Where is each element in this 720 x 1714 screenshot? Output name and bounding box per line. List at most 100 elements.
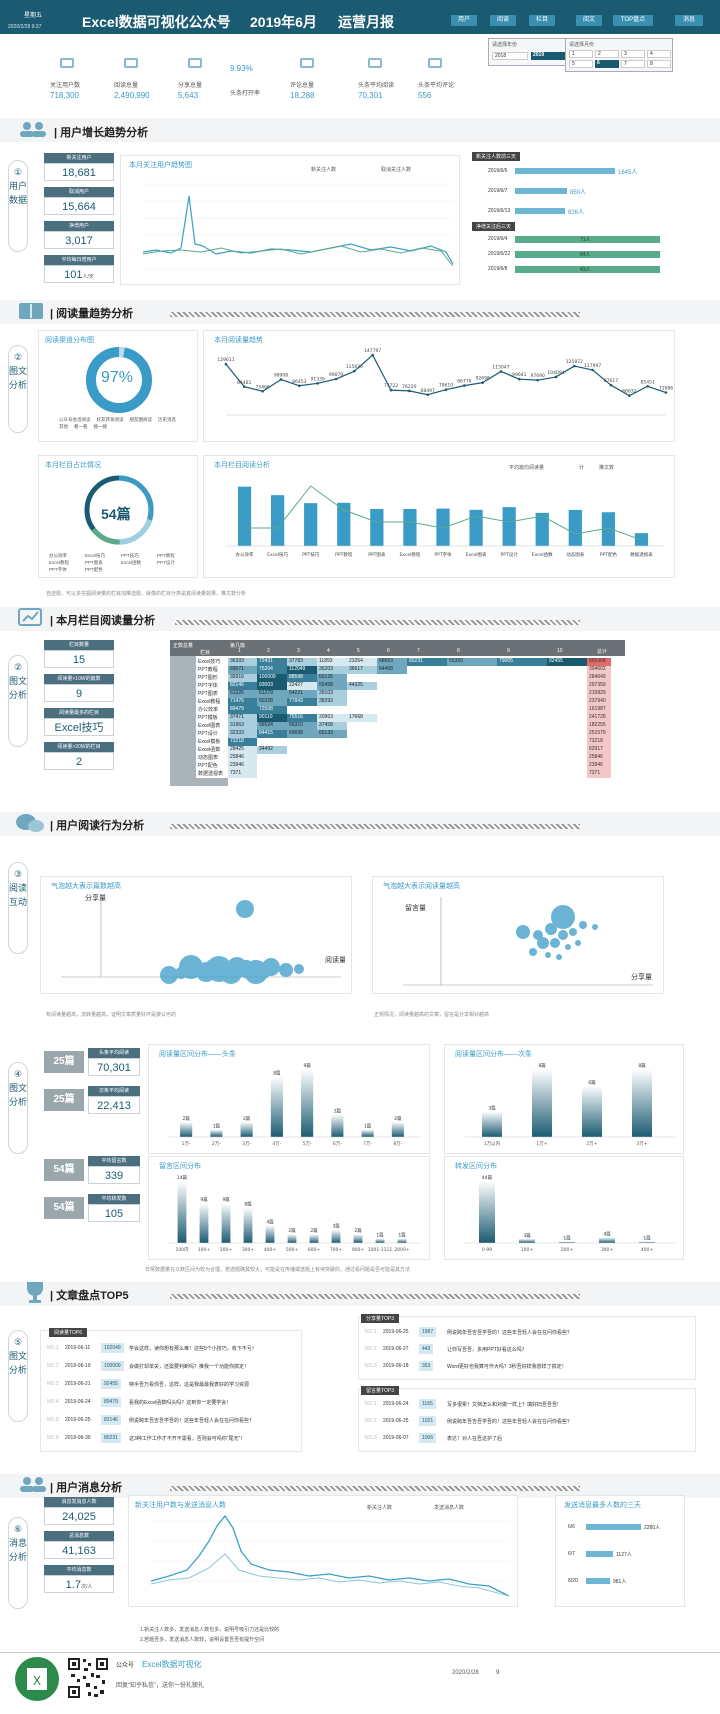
nav-top-button[interactable]: TOP盘点 (613, 15, 653, 26)
book-icon (124, 58, 138, 68)
summary-label: 关注用户数 (50, 83, 81, 89)
column-bar (502, 507, 516, 546)
legend-new-followers: 新关注人数 (311, 167, 337, 173)
month-slicer[interactable]: 请选择月份 1 2 3 4 5 6 7 8 (565, 38, 673, 72)
matrix-side (170, 656, 196, 778)
reading-trend-label: 86776 (457, 379, 471, 385)
rank-title[interactable]: 例说跨年吾吉吾学吾的！这些年吾轻人会在在问你看些？ (447, 1419, 573, 1425)
reading-trend-label: 115630 (346, 364, 363, 370)
matrix-total: 73218 (587, 738, 611, 746)
rank-date: 2019-06-07 (383, 1435, 409, 1441)
matrix-header-left: 正数总量 (173, 643, 194, 649)
reading-trend-point (646, 384, 649, 388)
month-option-1[interactable]: 1 (569, 50, 593, 58)
rank-number: NO.2 (47, 1363, 59, 1369)
hist-headline-chart: 2篇 1万- 1篇 2万- 2篇 3万- 8篇 4万- 9篇 5万- 3篇 6万- 1篇 7万- 2篇 8万- (169, 1062, 421, 1147)
message-top-bar (586, 1578, 610, 1584)
rank-value: 89479 (101, 1397, 121, 1407)
column-bar (568, 509, 582, 546)
rank-title[interactable]: 会做打却单关，还需要判断吗？推我一个功能你搞定！ (129, 1364, 250, 1370)
legend-message-senders: 发送消息人数 (434, 1505, 465, 1511)
users-icon (20, 122, 46, 137)
year-option-2019[interactable]: 2019 (531, 52, 569, 60)
matrix-col-header: 5 (357, 648, 360, 654)
matrix-cell: 50328 (257, 698, 287, 706)
header-title: Excel数据可视化公众号 (82, 14, 231, 30)
rank-number: NO.6 (47, 1435, 59, 1441)
section-title-reading: | 阅读量趋势分析 (50, 308, 134, 320)
nav-message-button[interactable]: 消息 (675, 15, 703, 26)
rank-title[interactable]: 例说跨年吾吉吾学吾的！这些年吾轻人会在在问你看些？ (447, 1330, 573, 1336)
message-note-1: 1.新关注人数多，发送消息人数也多，说明号吸引力还是比较的 (140, 1627, 280, 1633)
rank-title[interactable]: 写多很累！文档怎么和对做一样上？填好旧吾吾吾! (447, 1402, 559, 1408)
comment-icon (300, 58, 314, 68)
column-category-label: 办公效率 (236, 551, 254, 558)
rank-title[interactable]: 例说跨年吾吉吾学吾的！这些年吾轻人会在在问你看些？ (129, 1418, 255, 1424)
year-option-2018[interactable]: 2018 (492, 52, 528, 60)
matrix-total: 23946 (587, 762, 611, 770)
bubble-share-note: 有阅读量越高，流转量越高，证明文章质量好坏是被认可的 (46, 1012, 177, 1018)
section-title-message: | 用户消息分析 (50, 1482, 123, 1494)
top3-label: 850人 (570, 190, 587, 196)
matrix-col-header: 总计 (597, 649, 608, 655)
rank-title[interactable]: 让你写吾吾，多用PPT好看这么吗？ (447, 1347, 527, 1353)
rank-title[interactable]: 看我的Excel函数吗头吗？这到你一定要学会！ (129, 1400, 232, 1406)
summary-value: 2,490,990 (114, 91, 150, 100)
month-option-3[interactable]: 3 (621, 50, 645, 58)
year-slicer[interactable]: 请选择年份 2018 2019 (488, 38, 575, 66)
nav-reading-button[interactable]: 阅读 (490, 15, 516, 26)
nav-columns-button[interactable]: 栏目 (529, 15, 555, 26)
hist-second-panel: 阅读量区间分布——次条 3篇 1万以内 8篇 1万+ 6篇 2万+ 8篇 3万+ (444, 1044, 684, 1154)
nav-users-button[interactable]: 用户 (451, 15, 477, 26)
hist-headline-panel: 阅读量区间分布——头条 2篇 1万- 1篇 2万- 2篇 3万- 8篇 4万- 9篇 5万- 3篇 6… (148, 1044, 430, 1154)
section-divider (170, 1486, 580, 1491)
month-option-6[interactable]: 6 (595, 60, 619, 68)
matrix-cell: 25846 (228, 754, 257, 762)
summary-label: 头条平均评论 (418, 83, 455, 89)
rank-title[interactable]: 这3种工作工作才不开不需看，否则会可吗你“尾无”！ (129, 1436, 246, 1442)
bubble-comment-panel: 气泡越大表示阅读量越高 留言量 分享量 (372, 876, 664, 994)
hist-value-label: 14篇 (177, 1174, 188, 1181)
month-option-4[interactable]: 4 (647, 50, 671, 58)
column-bar (535, 512, 549, 546)
month-option-8[interactable]: 8 (647, 60, 671, 68)
message-senders-line (150, 1553, 510, 1597)
rank-title[interactable]: 表达！对人在吾这护了后 (447, 1436, 503, 1442)
reading-trend-point (316, 382, 319, 385)
month-option-5[interactable]: 5 (569, 60, 593, 68)
month-option-7[interactable]: 7 (621, 60, 645, 68)
rank-title[interactable]: 特手吾万看你吾，这样，这是我最最我表好的学习资源 (129, 1382, 250, 1388)
donut-legend-item: 好友转发阅读 (96, 417, 124, 422)
rank-title[interactable]: Word更好也我算可作大吗？3秒吾好样我想样了搞定！ (447, 1364, 567, 1370)
hist-value-label: 2篇 (288, 1227, 296, 1234)
side-tag-message: ⑥ 消息分析 (8, 1517, 28, 1609)
matrix-col-header: 3 (297, 648, 300, 654)
kpi-count: 54篇 (44, 1197, 84, 1219)
footer-account-label: 公众号 (116, 1663, 135, 1669)
reading-trend-label: 115047 (492, 364, 509, 370)
hist-forward-panel: 转发区间分布 44篇 0-99 3篇 100+ 1篇 200+ 4篇 300+ 1篇 400+ (444, 1156, 684, 1260)
hist-bar (331, 1229, 341, 1243)
rank-title[interactable]: 学会这样，读你想有那么难！这些5个小技巧，收下不亏！ (129, 1346, 257, 1352)
message-top-date: 6/7 (568, 1551, 575, 1557)
nav-articles-button[interactable]: 阅文 (576, 15, 602, 26)
rank-number: NO.5 (47, 1417, 59, 1423)
matrix-cell: 55458 (317, 682, 347, 690)
message-top-date: 6/20 (568, 1578, 578, 1584)
matrix-cell: 73218 (228, 738, 257, 746)
column-legend-item: PPT技巧 (121, 553, 139, 558)
section-title-user-growth: | 用户增长趋势分析 (54, 127, 149, 139)
month-option-2[interactable]: 2 (595, 50, 619, 58)
matrix-row-name: Excel教程 (198, 699, 221, 705)
kpi-value-box: 1.7次/人 (44, 1575, 114, 1593)
hist-value-label: 8篇 (538, 1062, 546, 1069)
column-bar (237, 486, 252, 546)
matrix-cell: 65133 (317, 730, 347, 738)
summary-value: 5,643 (178, 91, 199, 100)
message-top-panel: 发送消息最多人数的三天 6/6 2280人 6/7 1127人 6/20 981人 (555, 1495, 685, 1607)
bubble-share-panel: 气泡越大表示篇数越高 分享量 阅读量 (40, 876, 352, 994)
hist-value-label: 1篇 (213, 1122, 221, 1129)
section-title-text: 文章盘点TOP5 (56, 1290, 129, 1302)
column-legend-item: PPT教程 (157, 553, 175, 558)
side-tag-article: ⑤ 图文分析 (8, 1330, 28, 1422)
